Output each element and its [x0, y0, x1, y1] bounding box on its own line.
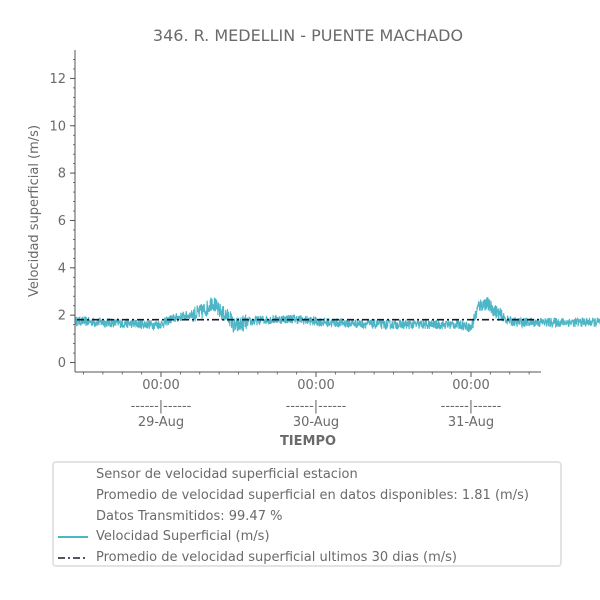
series-velocidad-line	[75, 296, 600, 333]
legend: Sensor de velocidad superficial estacion…	[52, 461, 562, 567]
x-tick-separator: ------|------	[131, 399, 192, 414]
y-tick-label: 8	[58, 167, 66, 182]
x-axis-label: TIEMPO	[280, 434, 336, 449]
x-tick-date-label: 29-Aug	[138, 415, 184, 430]
x-tick-date-label: 30-Aug	[293, 415, 339, 430]
y-tick-label: 4	[58, 261, 66, 276]
legend-swatch-velocidad	[58, 536, 88, 538]
plot-area: 02468101200:00------|------29-Aug00:00--…	[49, 50, 600, 430]
x-tick-date-label: 31-Aug	[448, 415, 494, 430]
x-tick-separator: ------|------	[441, 399, 502, 414]
y-axis-label: Velocidad superficial (m/s)	[27, 125, 42, 297]
legend-entry-velocidad: Velocidad Superficial (m/s)	[54, 527, 560, 547]
legend-info-line-3: Datos Transmitidos: 99.47 %	[96, 509, 283, 524]
y-tick-label: 12	[49, 72, 66, 87]
x-tick-time-label: 00:00	[142, 378, 179, 393]
x-tick-time-label: 00:00	[297, 378, 334, 393]
x-tick-time-label: 00:00	[452, 378, 489, 393]
legend-info-line-2: Promedio de velocidad superficial en dat…	[96, 488, 529, 503]
y-tick-label: 6	[58, 214, 66, 229]
legend-swatch-promedio	[58, 557, 88, 559]
y-tick-label: 2	[58, 309, 66, 324]
chart: 346. R. MEDELLIN - PUENTE MACHADO Veloci…	[27, 26, 600, 449]
legend-info-line-1: Sensor de velocidad superficial estacion	[96, 467, 358, 482]
y-tick-label: 0	[58, 356, 66, 371]
legend-entry-promedio: Promedio de velocidad superficial ultimo…	[54, 548, 560, 568]
y-tick-label: 10	[49, 119, 66, 134]
x-tick-separator: ------|------	[286, 399, 347, 414]
chart-title: 346. R. MEDELLIN - PUENTE MACHADO	[153, 26, 463, 45]
